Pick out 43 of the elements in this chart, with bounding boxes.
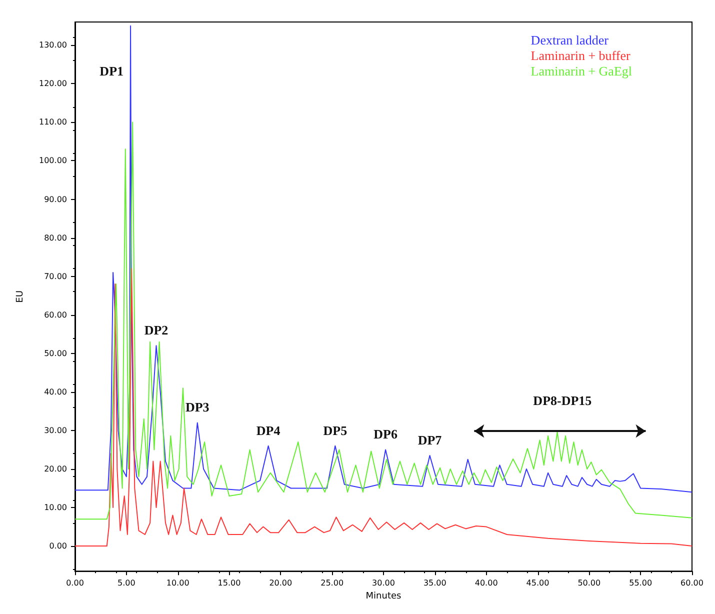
y-axis-title: EU [16, 290, 26, 303]
x-tick-label: 45.00 [526, 578, 550, 588]
y-tick-label: 70.00 [44, 272, 67, 281]
annotation: DP8-DP15 [533, 392, 592, 408]
text: Laminarin + buffer [530, 48, 631, 63]
y-tick-label: 120.00 [39, 79, 67, 88]
annotation: DP3 [185, 400, 210, 415]
x-tick-label: 50.00 [578, 578, 601, 588]
y-tick-label: 90.00 [44, 194, 67, 204]
x-tick-label: 25.00 [320, 578, 344, 588]
y-tick-label: 110.00 [39, 118, 67, 127]
text: Laminarin + GaEgl [530, 64, 632, 78]
x-tick-label: 55.00 [629, 578, 652, 588]
x-tick-label: 15.00 [218, 578, 241, 588]
y-tick-label: 130.00 [39, 40, 67, 50]
y-tick-label: 40.00 [44, 387, 67, 396]
annotation: DP4 [256, 422, 281, 438]
x-tick-label: 30.00 [372, 578, 395, 588]
y-tick-label: 10.00 [44, 503, 67, 512]
annotation: DP7 [418, 432, 442, 448]
line-series [74, 122, 692, 520]
y-tick-label: 50.00 [44, 348, 67, 358]
y-tick-label: 20.00 [44, 464, 67, 474]
x-tick-label: 0.00 [66, 578, 84, 588]
x-axis-title: Minutes [366, 592, 402, 602]
annotation: DP2 [144, 322, 168, 338]
annotation: DP1 [100, 63, 124, 78]
text: Dextran ladder [530, 32, 610, 48]
x-tick-label: 20.00 [269, 578, 292, 588]
y-tick-label: 60.00 [44, 310, 67, 320]
x-tick-label: 10.00 [166, 578, 190, 588]
y-tick-label: 100.00 [39, 156, 67, 166]
x-tick-label: 5.00 [118, 578, 136, 588]
annotation: DP6 [374, 426, 398, 442]
x-tick-label: 35.00 [423, 578, 446, 588]
y-tick-label: 0.00 [49, 542, 67, 551]
annotation: DP5 [323, 422, 348, 438]
y-tick-label: 30.00 [44, 426, 67, 435]
line-series [74, 268, 692, 547]
x-tick-label: 40.00 [474, 578, 498, 588]
line-series [74, 25, 692, 493]
x-tick-label: 60.00 [680, 578, 704, 588]
y-tick-label: 80.00 [44, 233, 67, 242]
